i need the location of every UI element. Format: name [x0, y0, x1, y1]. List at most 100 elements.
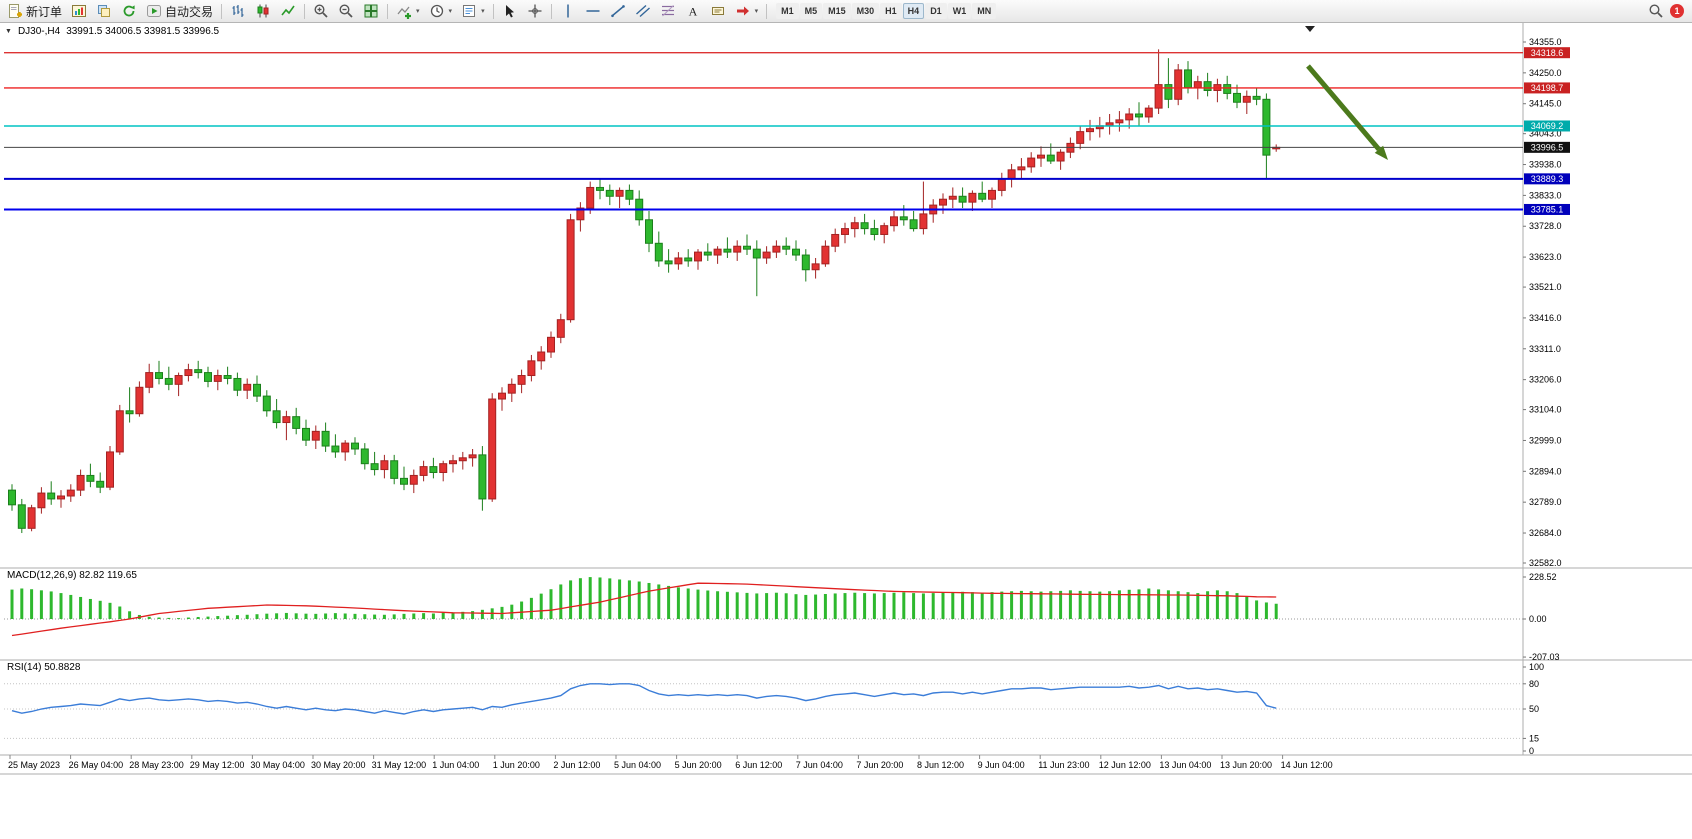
- zoom-out-button[interactable]: [334, 1, 358, 21]
- tile-windows-button[interactable]: [359, 1, 383, 21]
- svg-text:30 May 20:00: 30 May 20:00: [311, 760, 366, 770]
- svg-text:33521.0: 33521.0: [1529, 282, 1562, 292]
- toolbar-separator: [550, 3, 552, 19]
- timeframe-MN[interactable]: MN: [972, 3, 997, 19]
- timeframe-M1[interactable]: M1: [776, 3, 799, 19]
- line-chart-icon: [281, 5, 295, 16]
- svg-text:0.00: 0.00: [1529, 614, 1547, 624]
- line-chart-button[interactable]: [276, 1, 300, 21]
- timeframe-M30[interactable]: M30: [851, 3, 880, 19]
- channel-button[interactable]: [631, 1, 655, 21]
- svg-text:33104.0: 33104.0: [1529, 405, 1562, 415]
- svg-text:228.52: 228.52: [1529, 572, 1557, 582]
- cursor-button[interactable]: [498, 1, 522, 21]
- candlestick-chart-button[interactable]: [251, 1, 275, 21]
- refresh-button[interactable]: [117, 1, 141, 21]
- horizontal-line-button[interactable]: [581, 1, 605, 21]
- svg-text:1 Jun 04:00: 1 Jun 04:00: [432, 760, 479, 770]
- price-badge: [1524, 141, 1570, 153]
- bar-chart-button[interactable]: [226, 1, 250, 21]
- zoom-in-icon: [314, 4, 328, 18]
- timeframe-M15[interactable]: M15: [823, 3, 851, 19]
- zoom-in-button[interactable]: [309, 1, 333, 21]
- svg-text:2 Jun 12:00: 2 Jun 12:00: [553, 760, 600, 770]
- svg-text:34250.0: 34250.0: [1529, 68, 1562, 78]
- price-chart-canvas[interactable]: 34355.0 34250.0 34145.0 34043.0 33938.0 33833…: [0, 23, 1692, 839]
- indicators-icon: [397, 6, 412, 19]
- toolbar-separator: [387, 3, 389, 19]
- trendline-button[interactable]: [606, 1, 630, 21]
- profiles-button[interactable]: [92, 1, 116, 21]
- price-badge: [1524, 47, 1570, 59]
- svg-text:31 May 12:00: 31 May 12:00: [372, 760, 427, 770]
- templates-button[interactable]: ▾: [457, 1, 489, 21]
- horizontal-line-icon: [586, 10, 600, 12]
- timeframe-W1[interactable]: W1: [947, 3, 972, 19]
- zoom-out-icon: [339, 4, 353, 18]
- tile-windows-icon: [364, 4, 378, 18]
- chevron-down-icon: ▾: [481, 8, 485, 15]
- text-icon: A: [688, 5, 697, 19]
- price-badge: [1524, 82, 1570, 94]
- main-toolbar: 新订单 自动交易: [0, 0, 1692, 23]
- svg-text:12 Jun 12:00: 12 Jun 12:00: [1099, 760, 1151, 770]
- svg-text:34069.2: 34069.2: [1531, 121, 1564, 131]
- auto-trading-button[interactable]: 自动交易: [142, 1, 217, 21]
- macd-indicator-label: MACD(12,26,9) 82.82 119.65: [7, 570, 137, 581]
- clock-icon: [430, 4, 443, 18]
- candlestick-series: [8, 49, 1281, 534]
- timeframe-M5[interactable]: M5: [799, 3, 823, 19]
- svg-text:50: 50: [1529, 704, 1539, 714]
- chart-window: 34355.0 34250.0 34145.0 34043.0 33938.0 33833…: [0, 23, 1692, 839]
- search-icon[interactable]: [1648, 3, 1664, 19]
- cursor-icon: [505, 5, 514, 18]
- svg-text:5 Jun 04:00: 5 Jun 04:00: [614, 760, 661, 770]
- timeframe-switcher: M1 M5 M15 M30 H1 H4 D1 W1 MN: [776, 3, 997, 19]
- new-order-button[interactable]: 新订单: [3, 1, 66, 21]
- svg-text:30 May 04:00: 30 May 04:00: [250, 760, 305, 770]
- auto-trading-icon: [147, 5, 162, 17]
- text-button[interactable]: A: [681, 1, 705, 21]
- time-axis: 25 May 2023 26 May 04:00 28 May 23:00 29 Ma…: [8, 755, 1333, 770]
- price-badge: [1524, 203, 1570, 215]
- shapes-button[interactable]: ▾: [731, 1, 763, 21]
- collapse-icon[interactable]: ▼: [5, 28, 12, 35]
- svg-text:-207.03: -207.03: [1529, 652, 1560, 662]
- open-chart-button[interactable]: [67, 1, 91, 21]
- text-label-icon: [711, 7, 724, 15]
- vertical-line-button[interactable]: [556, 1, 580, 21]
- trend-arrow[interactable]: [1306, 64, 1381, 151]
- refresh-icon: [123, 5, 135, 17]
- alert-count-badge[interactable]: 1: [1670, 4, 1684, 18]
- svg-text:25 May 2023: 25 May 2023: [8, 760, 60, 770]
- text-label-button[interactable]: [706, 1, 730, 21]
- rsi-indicator-label: RSI(14) 50.8828: [7, 662, 81, 673]
- timeframe-H4[interactable]: H4: [902, 3, 925, 19]
- svg-text:1 Jun 20:00: 1 Jun 20:00: [493, 760, 540, 770]
- macd-panel: 228.52 0.00 -207.03: [4, 572, 1560, 662]
- shift-marker[interactable]: [1305, 26, 1315, 32]
- fibonacci-button[interactable]: [656, 1, 680, 21]
- svg-text:28 May 23:00: 28 May 23:00: [129, 760, 184, 770]
- template-icon: [463, 5, 476, 17]
- chevron-down-icon: ▾: [754, 8, 759, 15]
- svg-text:13 Jun 04:00: 13 Jun 04:00: [1159, 760, 1211, 770]
- periods-button[interactable]: ▾: [425, 1, 457, 21]
- svg-text:32894.0: 32894.0: [1529, 466, 1562, 476]
- svg-text:33938.0: 33938.0: [1529, 160, 1562, 170]
- crosshair-icon: [528, 4, 542, 18]
- timeframe-D1[interactable]: D1: [925, 3, 947, 19]
- crosshair-button[interactable]: [523, 1, 547, 21]
- chart-window-icon: [72, 5, 87, 17]
- svg-text:32582.0: 32582.0: [1529, 558, 1562, 568]
- svg-text:33785.1: 33785.1: [1531, 205, 1564, 215]
- price-axis: 34355.0 34250.0 34145.0 34043.0 33938.0 33833…: [1523, 37, 1562, 568]
- rsi-panel: 100 80 50 15 0: [4, 662, 1544, 756]
- indicators-button[interactable]: ▾: [392, 1, 424, 21]
- trend-arrow-head[interactable]: [1374, 145, 1388, 160]
- svg-text:32999.0: 32999.0: [1529, 435, 1562, 445]
- auto-trading-label: 自动交易: [165, 4, 214, 19]
- timeframe-H1[interactable]: H1: [880, 3, 902, 19]
- ohlc-values: 33991.5 34006.5 33981.5 33996.5: [66, 26, 220, 37]
- svg-text:6 Jun 12:00: 6 Jun 12:00: [735, 760, 782, 770]
